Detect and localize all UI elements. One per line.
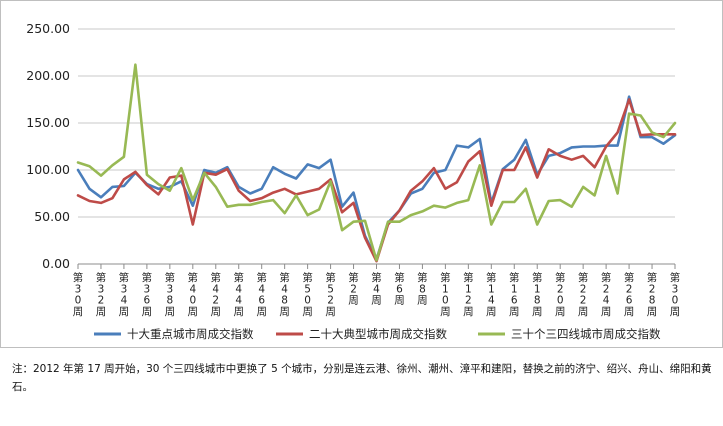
line-chart: 0.00 50.00 100.00 150.00 200.00 250.00 第 3 0 周 第 3 2… <box>26 21 680 341</box>
legend-label-1: 十大重点城市周成交指数 <box>127 327 254 341</box>
y-tick-label: 0.00 <box>42 256 70 271</box>
y-tick-label: 50.00 <box>34 209 70 224</box>
chart-footnote: 注：2012 年第 17 周开始，30 个三四线城市中更换了 5 个城市，分别是… <box>12 363 712 393</box>
y-tick-label: 150.00 <box>26 115 70 130</box>
legend-label-3: 三十个三四线城市周成交指数 <box>511 327 661 341</box>
series-layer <box>76 63 677 263</box>
legend: 十大重点城市周成交指数 二十大典型城市周成交指数 三十个三四线城市周成交指数 <box>94 327 661 341</box>
axis-layer: 0.00 50.00 100.00 150.00 200.00 250.00 第 3 0 周 第 3 2… <box>26 21 680 318</box>
legend-label-2: 二十大典型城市周成交指数 <box>309 327 447 341</box>
chart-frame: 0.00 50.00 100.00 150.00 200.00 250.00 第 3 0 周 第 3 2… <box>0 0 723 348</box>
series-line-2 <box>76 98 677 263</box>
series-line-3 <box>76 63 677 262</box>
y-tick-label: 100.00 <box>26 162 70 177</box>
y-tick-label: 200.00 <box>26 68 70 83</box>
series-line-1 <box>76 95 677 261</box>
y-tick-label: 250.00 <box>26 21 70 36</box>
